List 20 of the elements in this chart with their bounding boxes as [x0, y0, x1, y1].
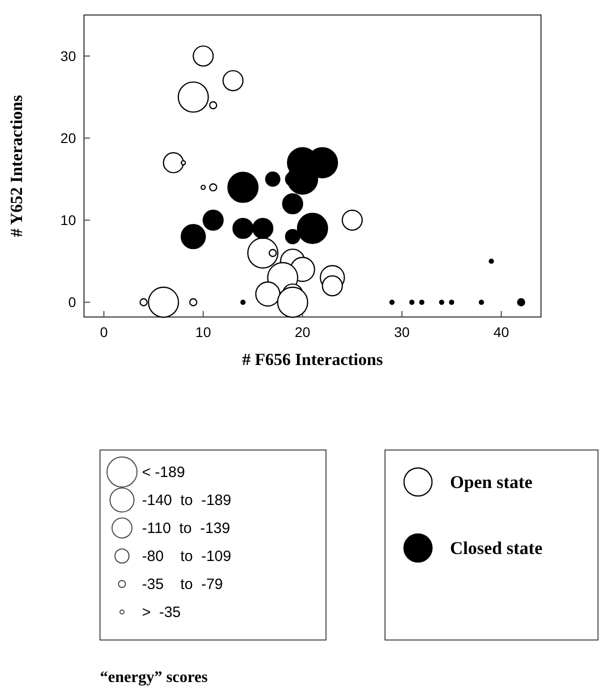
- x-tick-label: 0: [100, 324, 108, 340]
- legend-label: > -35: [142, 604, 181, 621]
- legend-label: Open state: [450, 472, 533, 492]
- legend-title: “energy” scores: [100, 669, 208, 686]
- legend-label: Closed state: [450, 538, 542, 558]
- legend-label: -110 to -139: [142, 520, 230, 537]
- y-tick-label: 30: [60, 48, 76, 64]
- y-axis-title: # Y652 Interactions: [7, 94, 26, 237]
- x-tick-label: 10: [195, 324, 212, 340]
- legend-label: -140 to -189: [142, 492, 232, 509]
- y-tick-label: 0: [68, 294, 76, 310]
- legend-label: -80 to -109: [142, 548, 232, 565]
- x-axis-title: # F656 Interactions: [242, 350, 384, 369]
- x-tick-label: 30: [394, 324, 410, 340]
- x-tick-label: 20: [294, 324, 311, 340]
- legend-label: < -189: [142, 464, 185, 481]
- x-tick-label: 40: [493, 324, 510, 340]
- legend-label: -35 to -79: [142, 576, 223, 593]
- y-tick-label: 20: [60, 130, 76, 146]
- y-tick-label: 10: [60, 212, 76, 228]
